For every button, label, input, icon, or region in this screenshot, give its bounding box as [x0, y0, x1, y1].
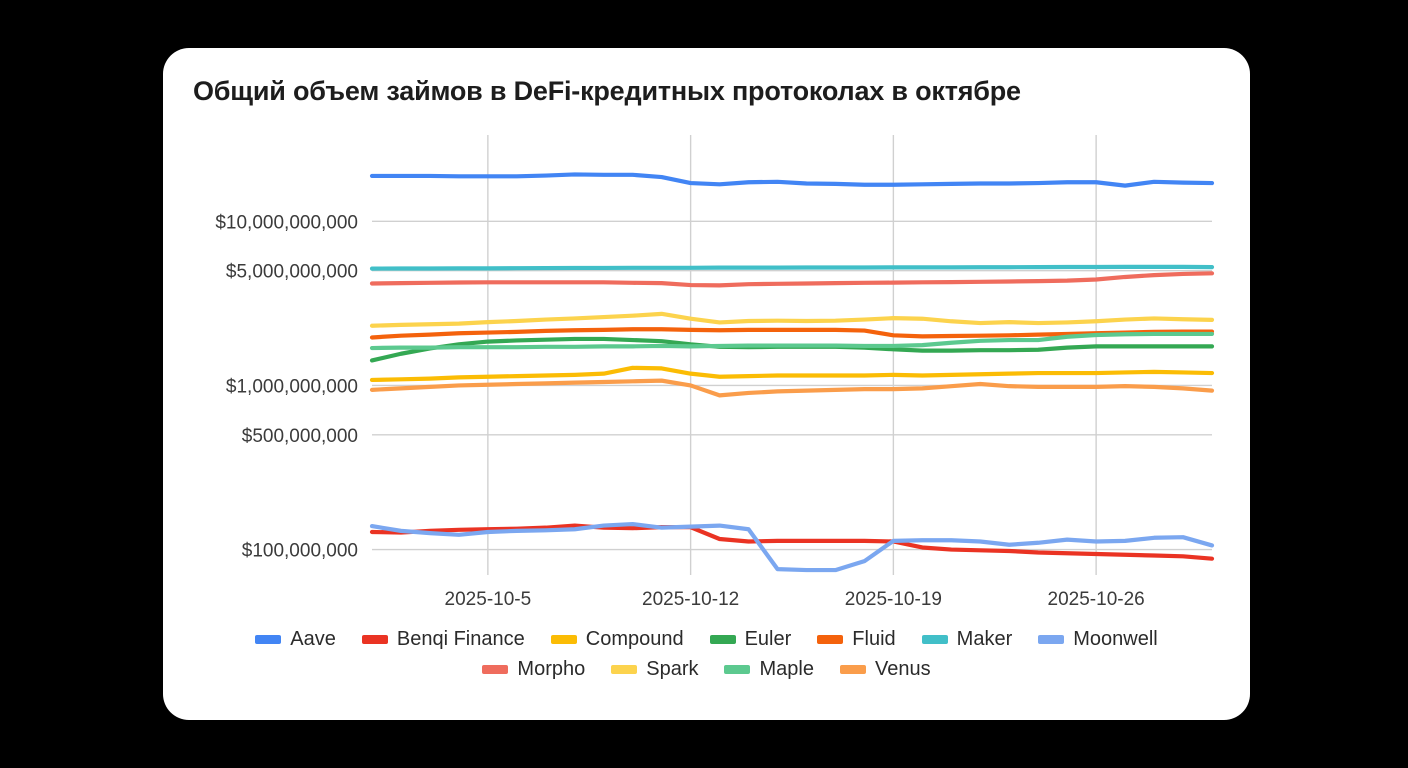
legend-item-compound[interactable]: Compound	[550, 628, 684, 651]
legend-label: Spark	[646, 658, 699, 680]
legend-swatch-icon	[361, 635, 388, 644]
legend-item-aave[interactable]: Aave	[255, 628, 336, 651]
legend-row: Morpho Spark Maple Venus	[482, 658, 931, 681]
chart-plot-area: $10,000,000,000 $5,000,000,000 $1,000,000,…	[163, 48, 1250, 720]
legend-label: Maple	[759, 658, 814, 680]
legend-item-benqi-finance[interactable]: Benqi Finance	[361, 628, 525, 651]
y-axis-tick-label: $1,000,000,000	[226, 376, 358, 397]
legend-item-fluid[interactable]: Fluid	[817, 628, 896, 651]
chart-card: Общий объем займов в DeFi-кредитных прот…	[163, 48, 1250, 720]
series-line-benqi-finance	[369, 523, 1215, 561]
legend-label: Maker	[956, 628, 1013, 650]
legend-label: Euler	[744, 628, 792, 650]
line-chart-svg: $10,000,000,000 $5,000,000,000 $1,000,000,…	[215, 135, 1215, 610]
legend-swatch-icon	[724, 665, 751, 674]
legend-swatch-icon	[611, 665, 638, 674]
legend-item-spark[interactable]: Spark	[611, 658, 698, 681]
legend-swatch-icon	[839, 665, 866, 674]
series-line-aave	[369, 172, 1215, 188]
series-line-maker	[369, 264, 1215, 271]
series-line-venus	[369, 378, 1215, 398]
legend-label: Fluid	[852, 628, 896, 650]
series-line-maple	[369, 331, 1215, 351]
legend-swatch-icon	[482, 665, 509, 674]
legend-swatch-icon	[1038, 635, 1065, 644]
legend-item-maker[interactable]: Maker	[921, 628, 1013, 651]
y-axis-tick-label: $5,000,000,000	[226, 262, 358, 283]
series-line-morpho	[369, 271, 1215, 288]
series-line-moonwell	[369, 521, 1215, 573]
legend-label: Compound	[585, 628, 684, 650]
y-axis-tick-label: $100,000,000	[242, 541, 358, 562]
legend-item-morpho[interactable]: Morpho	[482, 658, 585, 681]
legend-label: Benqi Finance	[396, 628, 525, 650]
legend-item-euler[interactable]: Euler	[709, 628, 792, 651]
series-line-compound	[369, 365, 1215, 383]
y-axis-tick-label: $500,000,000	[242, 426, 358, 447]
legend-label: Aave	[290, 628, 336, 650]
legend-swatch-icon	[709, 635, 736, 644]
series-line-fluid	[369, 327, 1215, 340]
x-axis-tick-label: 2025-10-19	[845, 589, 942, 610]
x-axis-tick-label: 2025-10-26	[1048, 589, 1145, 610]
page-title: Общий объем займов в DeFi-кредитных прот…	[193, 76, 1021, 106]
y-axis-tick-label: $10,000,000,000	[215, 212, 358, 233]
legend-item-venus[interactable]: Venus	[839, 658, 931, 681]
legend-item-moonwell[interactable]: Moonwell	[1038, 628, 1158, 651]
legend-swatch-icon	[817, 635, 844, 644]
legend-label: Moonwell	[1073, 628, 1158, 650]
legend-label: Morpho	[517, 658, 586, 680]
legend-row: Aave Benqi Finance Compound Euler Fluid Maker…	[255, 628, 1158, 651]
legend-swatch-icon	[921, 635, 948, 644]
legend-item-maple[interactable]: Maple	[724, 658, 814, 681]
chart-legend: Aave Benqi Finance Compound Euler Fluid Maker…	[163, 628, 1250, 681]
series-line-spark	[369, 311, 1215, 328]
legend-swatch-icon	[550, 635, 577, 644]
legend-swatch-icon	[255, 635, 282, 644]
series-line-euler	[369, 336, 1215, 363]
legend-label: Venus	[874, 658, 931, 680]
x-axis-tick-label: 2025-10-12	[642, 589, 739, 610]
x-axis-tick-label: 2025-10-5	[445, 589, 532, 610]
